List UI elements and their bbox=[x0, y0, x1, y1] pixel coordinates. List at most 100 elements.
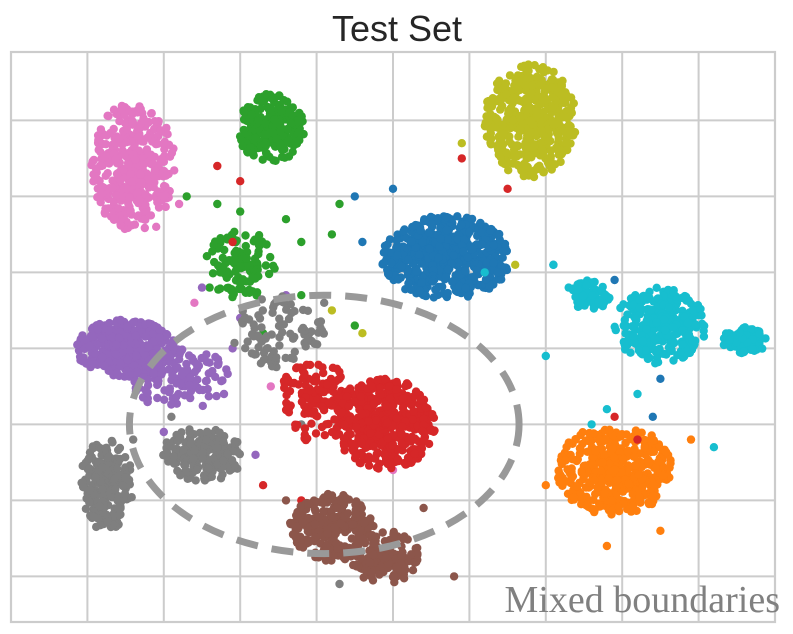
scatter-point bbox=[330, 415, 339, 424]
scatter-point bbox=[263, 344, 272, 353]
scatter-point bbox=[654, 457, 664, 466]
scatter-point bbox=[415, 250, 424, 259]
scatter-point bbox=[648, 491, 657, 500]
scatter-point bbox=[150, 321, 159, 331]
scatter-point bbox=[182, 192, 191, 201]
scatter-point bbox=[213, 199, 222, 209]
scatter-point bbox=[310, 339, 319, 348]
scatter-point bbox=[91, 164, 101, 173]
scatter-point bbox=[302, 360, 311, 369]
scatter-point bbox=[644, 499, 654, 509]
scatter-point bbox=[119, 193, 128, 202]
scatter-point bbox=[245, 288, 254, 297]
scatter-point bbox=[383, 240, 392, 249]
scatter-point bbox=[161, 202, 170, 212]
scatter-point bbox=[320, 298, 329, 307]
scatter-point bbox=[371, 416, 381, 425]
scatter-point bbox=[564, 283, 573, 292]
scatter-point bbox=[404, 255, 413, 264]
scatter-point bbox=[127, 221, 137, 230]
scatter-point bbox=[78, 478, 88, 487]
scatter-point bbox=[457, 139, 466, 148]
scatter-point bbox=[392, 377, 401, 387]
scatter-point bbox=[213, 161, 222, 171]
scatter-point bbox=[525, 104, 534, 114]
scatter-point bbox=[290, 307, 299, 316]
scatter-point bbox=[541, 481, 550, 490]
scatter-point bbox=[484, 116, 493, 126]
scatter-point bbox=[398, 422, 407, 431]
scatter-point bbox=[600, 489, 609, 498]
scatter-point bbox=[697, 311, 706, 320]
scatter-point bbox=[296, 532, 305, 541]
scatter-point bbox=[275, 314, 284, 323]
scatter-point bbox=[532, 106, 542, 116]
scatter-point bbox=[530, 60, 539, 70]
scatter-point bbox=[230, 227, 239, 236]
scatter-point bbox=[112, 340, 121, 349]
scatter-point bbox=[226, 286, 236, 295]
scatter-point bbox=[227, 456, 237, 465]
scatter-point bbox=[660, 325, 670, 335]
scatter-point bbox=[104, 111, 113, 121]
scatter-point bbox=[98, 485, 107, 494]
scatter-point bbox=[370, 454, 380, 463]
scatter-point bbox=[688, 306, 697, 315]
scatter-point bbox=[610, 465, 620, 475]
scatter-point bbox=[525, 116, 535, 126]
scatter-point bbox=[320, 431, 329, 440]
scatter-point bbox=[527, 81, 537, 90]
scatter-point bbox=[398, 403, 408, 413]
scatter-point bbox=[119, 150, 129, 159]
scatter-point bbox=[691, 320, 700, 329]
scatter-point bbox=[758, 344, 767, 353]
scatter-point bbox=[555, 477, 565, 487]
scatter-point bbox=[511, 260, 520, 269]
scatter-point bbox=[410, 558, 419, 567]
scatter-point bbox=[133, 188, 143, 197]
scatter-point bbox=[497, 262, 506, 271]
scatter-point bbox=[410, 449, 419, 458]
scatter-point bbox=[332, 503, 341, 513]
scatter-point bbox=[350, 321, 359, 330]
scatter-point bbox=[684, 330, 694, 339]
scatter-point bbox=[251, 133, 260, 143]
scatter-point bbox=[298, 518, 308, 527]
scatter-point bbox=[461, 266, 470, 276]
scatter-point bbox=[264, 269, 274, 279]
scatter-point bbox=[115, 510, 124, 520]
scatter-point bbox=[370, 399, 379, 409]
scatter-point bbox=[122, 125, 131, 134]
scatter-point bbox=[239, 107, 248, 116]
scatter-point bbox=[607, 496, 617, 505]
scatter-point bbox=[664, 303, 674, 312]
scatter-point bbox=[398, 394, 408, 403]
scatter-point bbox=[189, 454, 198, 463]
scatter-point bbox=[98, 189, 107, 198]
scatter-point bbox=[247, 110, 256, 120]
scatter-point bbox=[709, 443, 719, 452]
scatter-point bbox=[408, 566, 418, 575]
scatter-point bbox=[499, 246, 508, 256]
scatter-point bbox=[448, 277, 457, 286]
scatter-point bbox=[255, 314, 265, 323]
scatter-point bbox=[646, 305, 656, 315]
scatter-point bbox=[303, 434, 312, 443]
scatter-point bbox=[740, 347, 749, 356]
scatter-point bbox=[139, 116, 149, 125]
scatter-point bbox=[141, 190, 150, 199]
scatter-point bbox=[111, 485, 120, 494]
scatter-point bbox=[419, 503, 428, 513]
scatter-point bbox=[351, 451, 360, 460]
scatter-point bbox=[202, 435, 211, 445]
scatter-point bbox=[669, 288, 678, 297]
scatter-point bbox=[350, 192, 359, 201]
scatter-point bbox=[235, 449, 244, 459]
scatter-point bbox=[336, 519, 346, 528]
scatter-point bbox=[231, 246, 241, 256]
scatter-point bbox=[459, 247, 468, 256]
scatter-point bbox=[649, 436, 659, 445]
scatter-point bbox=[327, 306, 337, 315]
scatter-point bbox=[101, 140, 111, 149]
scatter-point bbox=[557, 91, 566, 100]
